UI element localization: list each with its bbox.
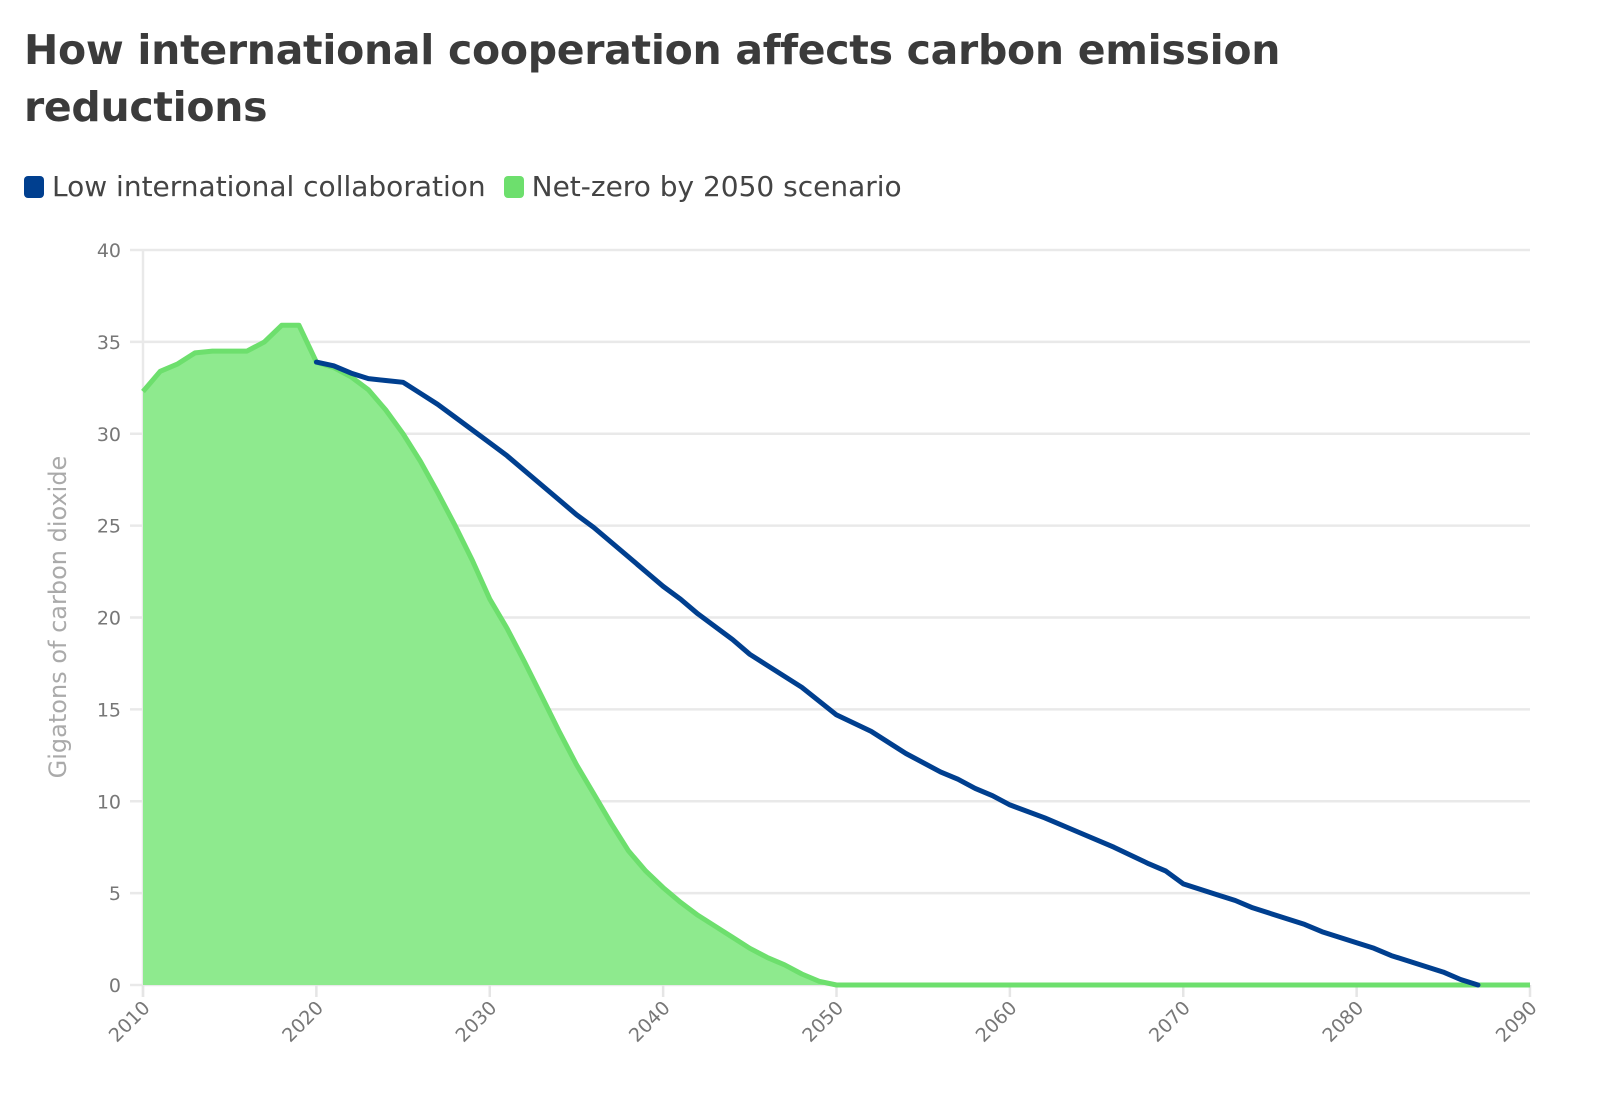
y-tick-label: 15	[97, 699, 121, 721]
x-tick-label: 2070	[1145, 997, 1195, 1047]
legend: Low international collaboration Net-zero…	[24, 170, 920, 203]
y-axis-label: Gigatons of carbon dioxide	[44, 456, 72, 779]
x-tick-label: 2030	[452, 997, 502, 1047]
legend-item-low-collaboration[interactable]: Low international collaboration	[24, 170, 486, 203]
x-tick-label: 2050	[798, 997, 848, 1047]
series-area-net-zero	[143, 325, 1530, 985]
y-tick-label: 25	[97, 516, 121, 538]
y-tick-label: 30	[97, 424, 121, 446]
x-tick-labels: 2010 2020 2030 2040 2050 2060 2070 2080 2090	[105, 997, 1542, 1047]
x-tick-label: 2040	[625, 997, 675, 1047]
y-tick-label: 20	[97, 608, 121, 630]
x-tick-label: 2090	[1492, 997, 1542, 1047]
chart-title: How international cooperation affects ca…	[24, 26, 1281, 131]
y-tick-label: 5	[109, 883, 121, 905]
y-tick-label: 35	[97, 332, 121, 354]
legend-item-net-zero[interactable]: Net-zero by 2050 scenario	[503, 170, 902, 203]
series-layer	[141, 322, 1530, 988]
x-tick-label: 2080	[1318, 997, 1368, 1047]
series-line-low-collaboration	[313, 359, 1481, 988]
legend-swatch-net-zero	[503, 175, 524, 198]
y-tick-label: 40	[97, 240, 121, 262]
y-tick-labels: 0 5 10 15 20 25 30 35 40	[97, 240, 121, 997]
y-tick-label: 0	[109, 975, 121, 997]
series-line-net-zero	[141, 322, 1530, 988]
legend-swatch-low-collaboration	[24, 175, 44, 198]
legend-label-net-zero: Net-zero by 2050 scenario	[531, 170, 902, 203]
legend-label-low-collaboration: Low international collaboration	[52, 170, 486, 203]
x-tick-label: 2060	[972, 997, 1022, 1047]
x-tick-label: 2010	[105, 997, 155, 1047]
y-tick-label: 10	[97, 791, 121, 813]
x-tick-label: 2020	[278, 997, 328, 1047]
